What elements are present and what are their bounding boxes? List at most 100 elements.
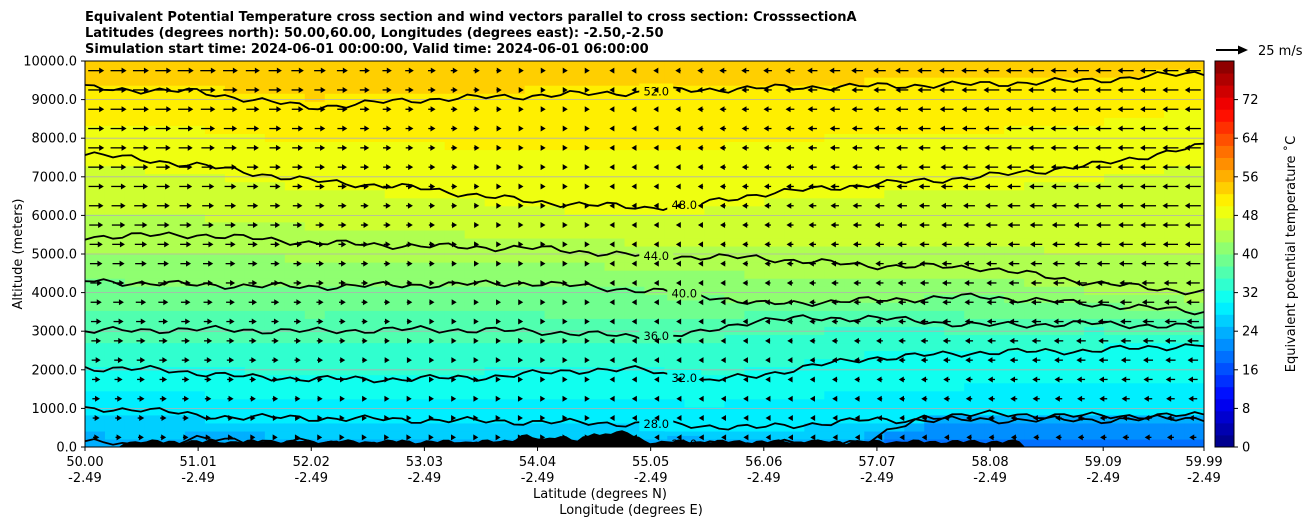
heatmap-cell [204,294,226,303]
wind-vector-head [253,183,259,190]
heatmap-cell [924,374,945,384]
heatmap-cell [584,318,606,327]
heatmap-cell [264,254,286,263]
wind-vector-head [166,125,172,132]
heatmap-cell [364,69,386,78]
wind-vector-head [964,279,970,286]
wind-vector-head [1033,434,1039,441]
wind-vector-head [698,415,704,422]
heatmap-cell [504,366,526,376]
wind-vector-head [584,86,590,93]
wind-vector-head [162,337,168,344]
wind-vector-head [164,202,170,209]
heatmap-cell [144,358,166,368]
heatmap-cell [164,117,186,126]
heatmap-cell [1064,422,1085,432]
wind-vector-head [120,183,126,190]
wind-vector-head [1141,299,1147,306]
wind-vector-head [1054,357,1060,364]
heatmap-cell [504,157,526,167]
wind-vector-head [518,279,524,286]
wind-vector-head [1117,164,1123,171]
heatmap-cell [264,358,286,368]
heatmap-cell [984,189,1005,199]
heatmap-cell [924,286,945,295]
heatmap-cell [964,326,985,336]
heatmap-cell [744,270,765,279]
heatmap-cell [804,157,825,167]
heatmap-cell [344,414,366,424]
wind-vector-head [719,164,725,171]
wind-vector-head [698,395,704,402]
heatmap-cell [984,61,1005,70]
heatmap-cell [444,213,466,223]
heatmap-cell [864,173,885,183]
heatmap-cell [584,286,606,295]
heatmap-cell [1064,358,1085,368]
wind-vector-head [676,395,682,402]
heatmap-cell [1104,398,1125,408]
wind-vector-head [631,241,637,248]
wind-vector-head [653,67,659,74]
heatmap-cell [144,69,166,78]
heatmap-cell [284,61,306,70]
heatmap-cell [724,414,746,424]
wind-vector-head [386,86,392,93]
wind-vector-head [230,241,236,248]
wind-vector-head [875,260,881,267]
heatmap-cell [1084,286,1105,295]
heatmap-cell [504,430,526,440]
heatmap-cell [724,101,746,110]
wind-vector-head [1117,183,1123,190]
wind-vector-head [1006,144,1012,151]
heatmap-cell [284,302,306,311]
wind-vector-head [473,299,479,306]
heatmap-cell [1164,310,1185,319]
wind-vector-head [496,86,502,93]
wind-vector-head [807,67,813,74]
wind-vector-head [1028,125,1034,132]
wind-vector-head [276,86,282,93]
wind-vector-head [163,260,169,267]
heatmap-cell [1124,390,1145,400]
heatmap-cell [124,189,146,199]
wind-vector-head [876,376,882,383]
wind-vector-head [1184,241,1190,248]
heatmap-cell [424,77,446,86]
wind-vector-head [495,415,501,422]
heatmap-cell [584,366,606,376]
heatmap-cell [524,245,546,255]
wind-vector-head [964,318,970,325]
wind-vector-head [1052,279,1058,286]
wind-vector-head [584,222,590,229]
heatmap-cell [164,189,186,199]
heatmap-cell [524,326,546,336]
heatmap-cell [804,310,825,319]
heatmap-cell [884,77,905,86]
wind-vector-head [317,434,323,441]
wind-vector-head [966,434,972,441]
heatmap-cell [704,350,726,360]
wind-vector-head [540,260,546,267]
heatmap-cell [1004,382,1025,392]
wind-vector-head [899,434,905,441]
heatmap-cell [904,422,925,432]
wind-vector-head [584,395,590,402]
wind-vector-head [1120,357,1126,364]
heatmap-cell [204,133,226,143]
heatmap-cell [764,101,785,110]
heatmap-cell [1184,270,1204,279]
heatmap-cell [504,358,526,368]
heatmap-cell [224,254,246,263]
heatmap-cell [304,262,326,271]
colorbar-tick-label: 32 [1242,286,1259,301]
heatmap-cell [904,430,925,440]
heatmap-cell [304,382,326,392]
heatmap-cell [264,390,286,400]
wind-vector-head [296,299,302,306]
heatmap-cell [104,398,126,408]
wind-vector-head [1166,415,1172,422]
wind-vector-head [451,395,457,402]
heatmap-cell [904,294,925,303]
